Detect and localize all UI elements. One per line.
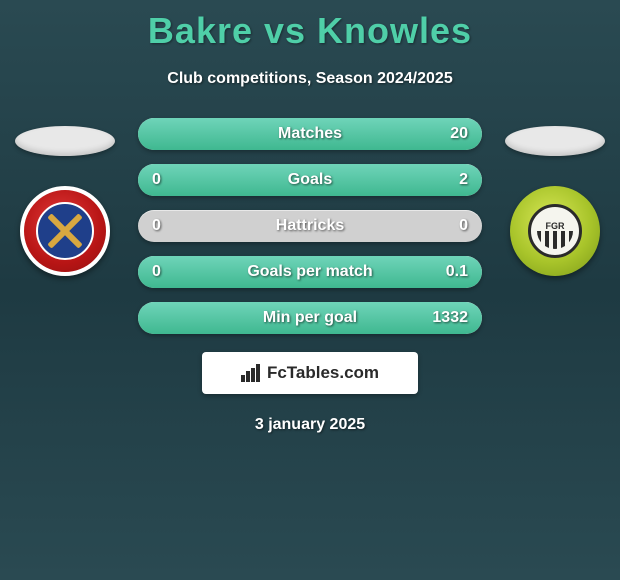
stat-bar: 20 Matches [138,118,482,150]
date-text: 3 january 2025 [0,416,620,434]
stat-bar: 0 0 Hattricks [138,210,482,242]
stat-label: Matches [278,125,342,143]
stat-value-left: 0 [152,263,161,281]
stat-label: Goals [288,171,332,189]
comparison-section: 20 Matches 0 2 Goals 0 0 Hattricks 0 0.1 Goals per… [0,118,620,334]
stat-value-right: 1332 [432,309,468,327]
stat-bar: 0 2 Goals [138,164,482,196]
stat-value-right: 0.1 [446,263,468,281]
stat-value-left: 0 [152,171,161,189]
stat-value-right: 2 [459,171,468,189]
stat-label: Min per goal [263,309,357,327]
stat-label: Hattricks [276,217,344,235]
branding-text: FcTables.com [267,363,379,383]
crest-inner-icon [528,204,582,258]
right-side [500,118,610,276]
player-placeholder-right [505,126,605,156]
stat-label: Goals per match [247,263,372,281]
stat-bar: 1332 Min per goal [138,302,482,334]
page-title: Bakre vs Knowles [0,0,620,52]
left-side [10,118,120,276]
branding-badge: FcTables.com [202,352,418,394]
stat-value-right: 0 [459,217,468,235]
crest-stripes-icon [537,231,573,249]
player-placeholder-left [15,126,115,156]
team-crest-left [20,186,110,276]
team-crest-right [510,186,600,276]
bar-chart-icon [241,364,261,382]
stat-bar: 0 0.1 Goals per match [138,256,482,288]
subtitle: Club competitions, Season 2024/2025 [0,70,620,88]
stat-value-left: 0 [152,217,161,235]
stat-value-right: 20 [450,125,468,143]
stat-bars: 20 Matches 0 2 Goals 0 0 Hattricks 0 0.1 Goals per… [138,118,482,334]
crest-cross-icon [45,211,85,251]
